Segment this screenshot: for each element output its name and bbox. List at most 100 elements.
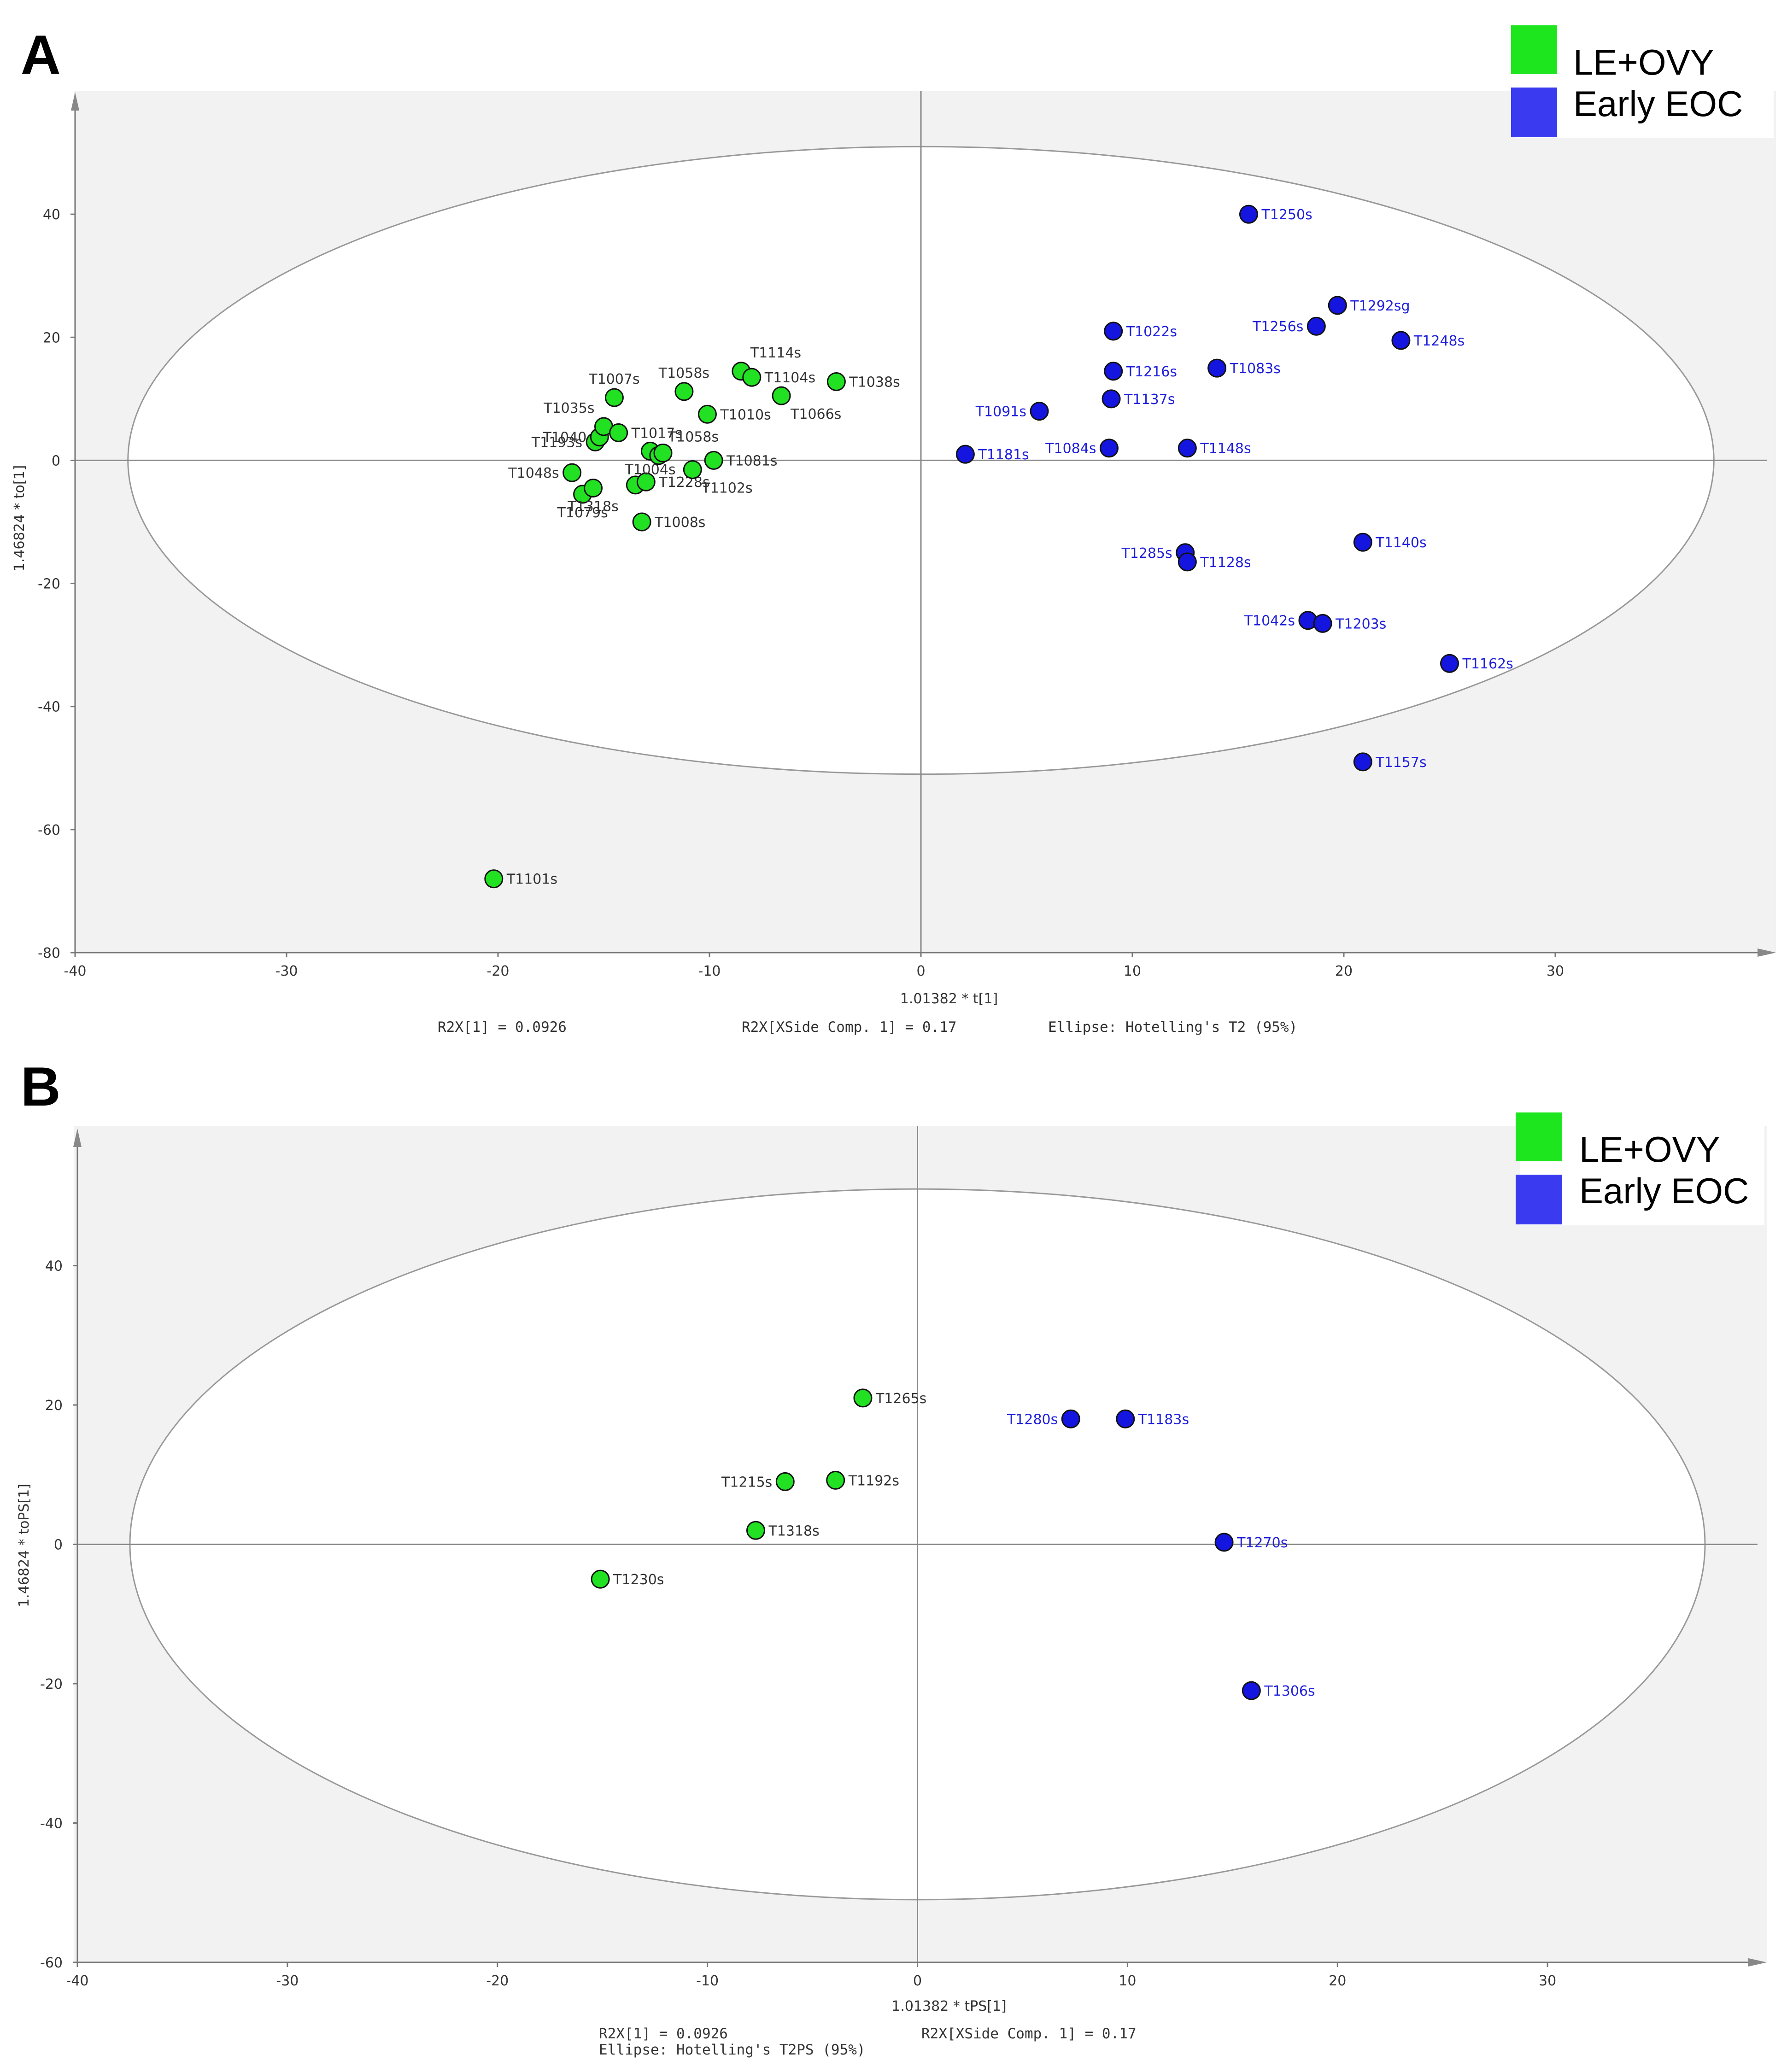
data-point bbox=[683, 460, 702, 479]
panel-a-legend: LE+OVY Early EOC bbox=[1511, 23, 1774, 138]
point-label: T1042s bbox=[1244, 613, 1295, 629]
point-label: T1048s bbox=[508, 465, 559, 481]
x-tick-label: 0 bbox=[916, 963, 925, 979]
point-label: T1318s bbox=[768, 1523, 819, 1539]
panel-b-letter: B bbox=[21, 1056, 61, 1118]
point-label: T1007s bbox=[588, 371, 639, 387]
data-point bbox=[1440, 654, 1459, 673]
legend-swatch-le-ovy bbox=[1516, 1112, 1562, 1161]
data-point bbox=[1061, 1409, 1080, 1428]
data-point bbox=[746, 1521, 765, 1540]
y-axis-arrow bbox=[71, 92, 79, 111]
data-point bbox=[1207, 358, 1227, 378]
x-tick-label: -10 bbox=[698, 963, 721, 979]
panel-b-legend: LE+OVY Early EOC bbox=[1516, 1110, 1764, 1225]
data-point bbox=[653, 443, 673, 462]
point-label: T1084s bbox=[1045, 441, 1096, 457]
point-label: T1183s bbox=[1138, 1411, 1189, 1428]
x-tick-label: -30 bbox=[276, 1973, 299, 1989]
panel-a-chart: A -40 -30 -20 -10 0 10 20 30 -80 -60 -40 -20 0 20 40 T1… bbox=[12, 23, 1776, 1036]
y-axis-arrow bbox=[73, 1129, 82, 1147]
y-tick-label: 0 bbox=[52, 453, 60, 469]
legend-label-le-ovy: LE+OVY bbox=[1579, 1129, 1720, 1170]
x-tick-label: -40 bbox=[64, 963, 87, 979]
point-label: T1318s bbox=[567, 499, 618, 515]
data-point bbox=[697, 404, 717, 424]
point-label: T1128s bbox=[1200, 555, 1251, 571]
point-label: T1285s bbox=[1121, 545, 1172, 562]
plot-layer: -40 -30 -20 -10 0 10 20 30-60-40-2002040T1230sT… bbox=[40, 1126, 1767, 1989]
point-label: T1203s bbox=[1335, 616, 1386, 632]
y-tick-label: 0 bbox=[54, 1537, 63, 1553]
point-label: T1162s bbox=[1462, 656, 1513, 672]
x-tick-label: -40 bbox=[66, 1973, 89, 1989]
legend-label-le-ovy: LE+OVY bbox=[1573, 42, 1714, 82]
data-point bbox=[609, 423, 628, 442]
data-point bbox=[1101, 389, 1121, 409]
x-tick-label: -20 bbox=[486, 1973, 509, 1989]
panel-b-footer-r2x: R2X[1] = 0.0926 bbox=[599, 2025, 728, 2042]
panel-a-x-axis-label: 1.01382 * t[1] bbox=[900, 991, 998, 1007]
point-label: T1157s bbox=[1375, 755, 1426, 771]
panel-b-footer-ellipse: Ellipse: Hotelling's T2PS (95%) bbox=[599, 2042, 866, 2058]
x-tick-label: 30 bbox=[1547, 963, 1564, 979]
point-label: T1004s bbox=[624, 462, 675, 478]
point-label: T1192s bbox=[848, 1473, 899, 1489]
point-label: T1215s bbox=[721, 1474, 772, 1490]
y-tick-label: 20 bbox=[43, 330, 60, 346]
legend-background bbox=[1516, 23, 1774, 138]
panel-b-y-axis-label: 1.46824 * toPS[1] bbox=[16, 1484, 32, 1607]
data-point bbox=[775, 1472, 795, 1491]
x-tick-label: 10 bbox=[1124, 963, 1141, 979]
y-tick-label: -40 bbox=[40, 1816, 63, 1832]
point-label: T1058s bbox=[658, 365, 709, 381]
point-label: T1216s bbox=[1126, 364, 1177, 380]
plot-layer: -40 -30 -20 -10 0 10 20 30 -80 -60 -40 -20 0 20 40 T110… bbox=[38, 91, 1776, 979]
y-tick-label: -20 bbox=[40, 1676, 63, 1692]
panel-b-x-axis-label: 1.01382 * tPS[1] bbox=[891, 1998, 1007, 2014]
point-label: T1230s bbox=[613, 1572, 664, 1588]
data-point bbox=[1353, 533, 1372, 552]
panel-b-footer-xside: R2X[XSide Comp. 1] = 0.17 bbox=[921, 2025, 1137, 2042]
data-point bbox=[484, 869, 504, 889]
point-label: T1008s bbox=[654, 515, 705, 531]
point-label: T1066s bbox=[790, 406, 841, 422]
point-label: T1010s bbox=[720, 407, 771, 423]
x-tick-label: 20 bbox=[1329, 1973, 1346, 1989]
point-label: T1104s bbox=[764, 370, 815, 386]
y-tick-label: 20 bbox=[45, 1398, 63, 1414]
point-label: T1137s bbox=[1124, 392, 1175, 408]
point-label: T1114s bbox=[750, 345, 801, 361]
point-label: T1270s bbox=[1236, 1535, 1288, 1551]
panel-b-chart: B -40 -30 -20 -10 0 10 20 30-60-40-2002040T1230… bbox=[16, 1056, 1767, 2058]
data-point bbox=[1104, 322, 1123, 341]
data-point bbox=[591, 1569, 610, 1589]
x-axis-arrow bbox=[1758, 948, 1776, 957]
point-label: T1181s bbox=[978, 447, 1029, 463]
data-point bbox=[826, 1470, 845, 1490]
point-label: T1280s bbox=[1007, 1411, 1058, 1428]
point-label: T1038s bbox=[849, 374, 900, 390]
data-point bbox=[584, 479, 603, 498]
data-point bbox=[604, 388, 624, 407]
y-tick-label: -60 bbox=[38, 822, 60, 838]
point-label: T1102s bbox=[701, 480, 752, 496]
point-label: T1079s bbox=[557, 505, 608, 521]
panel-a-letter: A bbox=[21, 24, 61, 86]
point-label: T1148s bbox=[1200, 441, 1251, 457]
data-point bbox=[1353, 752, 1372, 772]
x-tick-label: 20 bbox=[1335, 963, 1353, 979]
x-tick-label: -20 bbox=[487, 963, 510, 979]
x-tick-label: 0 bbox=[913, 1973, 922, 1989]
data-point bbox=[955, 445, 975, 464]
point-label: T1306s bbox=[1264, 1683, 1315, 1699]
legend-swatch-early-eoc bbox=[1516, 1175, 1562, 1224]
y-tick-label: -40 bbox=[38, 699, 60, 715]
data-point bbox=[1104, 362, 1123, 381]
data-point bbox=[742, 368, 762, 387]
point-label: T1265s bbox=[875, 1391, 926, 1407]
point-label: T1250s bbox=[1261, 207, 1312, 223]
point-label: T1040 bbox=[543, 430, 587, 446]
data-point bbox=[826, 372, 846, 391]
